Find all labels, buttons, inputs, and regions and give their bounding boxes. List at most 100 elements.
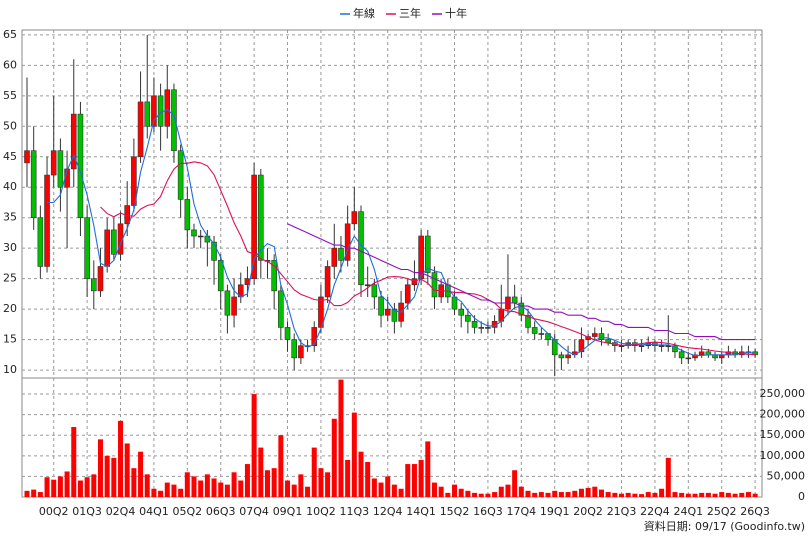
volume-bar (725, 492, 731, 497)
candle-body (685, 357, 692, 360)
candle-body (284, 327, 291, 340)
y-tick-label: 25 (3, 272, 17, 285)
candle-body (545, 333, 551, 340)
x-tick-label: 26Q3 (740, 505, 770, 518)
volume-bar (258, 447, 264, 497)
y2-tick-label: 50,000 (767, 469, 806, 482)
y2-tick-label: 100,000 (760, 449, 806, 462)
candle-body (217, 260, 224, 292)
x-tick-label: 12Q4 (373, 505, 403, 518)
x-tick-label: 09Q1 (273, 505, 303, 518)
volume-bar (552, 490, 558, 497)
x-tick-label: 06Q3 (206, 505, 236, 518)
x-tick-label: 19Q1 (540, 505, 570, 518)
volume-bar (244, 464, 250, 497)
candle-body (378, 296, 384, 316)
candle-body (30, 150, 37, 219)
volume-bar (391, 484, 397, 497)
volume-bar (572, 490, 578, 497)
candle-body (471, 321, 478, 328)
volume-bar (485, 493, 491, 497)
candle-body (338, 247, 344, 261)
candle-body (211, 241, 217, 261)
legend-label: 三年 (399, 6, 421, 20)
candle-body (351, 211, 358, 225)
volume-bar (144, 474, 150, 497)
candle-body (431, 272, 438, 298)
volume-bar (659, 488, 665, 497)
volume-bar (465, 490, 471, 497)
candle-body (191, 229, 197, 237)
candle-body (157, 95, 164, 127)
volume-bar (345, 459, 351, 497)
y-tick-label: 20 (3, 302, 17, 315)
volume-bar (385, 476, 391, 497)
candle-body (391, 308, 398, 322)
volume-bar (605, 492, 611, 497)
volume-bar (164, 482, 170, 497)
volume-bar (138, 451, 144, 497)
volume-bar (211, 478, 217, 497)
volume-bar (231, 472, 237, 497)
volume-bar (532, 492, 538, 497)
volume-bar (578, 488, 584, 497)
candle-body (57, 150, 64, 188)
x-tick-label: 14Q1 (406, 505, 436, 518)
candle-body (251, 174, 257, 279)
volume-bar (645, 492, 651, 497)
y2-tick-label: 0 (798, 490, 805, 503)
volume-bar (445, 492, 451, 497)
volume-bar (652, 492, 658, 497)
x-tick-label: 02Q4 (106, 505, 136, 518)
volume-bar (264, 470, 270, 497)
y-tick-label: 30 (3, 241, 17, 254)
volume-bar (371, 478, 377, 497)
volume-bar (525, 490, 531, 497)
volume-bar (498, 486, 504, 497)
y-tick-label: 35 (3, 211, 17, 224)
volume-bar (224, 484, 230, 497)
ma-line (287, 223, 756, 341)
volume-bar (124, 443, 130, 497)
candle-body (358, 211, 364, 286)
volume-bar (111, 457, 117, 497)
candle-body (324, 266, 331, 298)
volume-bar (251, 394, 257, 497)
candle-body (131, 156, 137, 206)
volume-bar (238, 480, 244, 497)
volume-bar (365, 462, 371, 497)
candle-body (111, 229, 117, 255)
candle-body (364, 284, 371, 287)
volume-bar (218, 482, 224, 497)
y2-tick-label: 250,000 (760, 387, 806, 400)
candle-body (151, 95, 157, 127)
volume-bar (452, 484, 458, 497)
volume-bar (285, 480, 291, 497)
volume-bar (311, 447, 317, 497)
candle-body (692, 354, 698, 359)
candle-body (204, 235, 211, 243)
candle-body (231, 296, 237, 316)
volume-bar (732, 493, 738, 497)
volume-bar (405, 464, 411, 497)
candle-body (84, 217, 90, 279)
volume-bar (51, 479, 57, 497)
x-tick-label: 01Q3 (72, 505, 102, 518)
candle-body (678, 351, 685, 359)
volume-bar (458, 488, 464, 497)
volume-bar (712, 493, 718, 497)
candle-body (224, 290, 231, 316)
volume-bar (298, 474, 304, 497)
candle-body (404, 284, 411, 304)
y-tick-label: 40 (3, 180, 17, 193)
volume-bar (592, 486, 598, 497)
volume-bar (679, 492, 685, 497)
candle-body (278, 290, 284, 328)
volume-bar (77, 480, 83, 497)
volume-bar (37, 492, 43, 497)
candle-body (24, 150, 30, 164)
volume-bar (57, 476, 63, 497)
volume-bar (505, 484, 511, 497)
volume-bar (538, 492, 544, 497)
volume-bar (184, 472, 190, 497)
